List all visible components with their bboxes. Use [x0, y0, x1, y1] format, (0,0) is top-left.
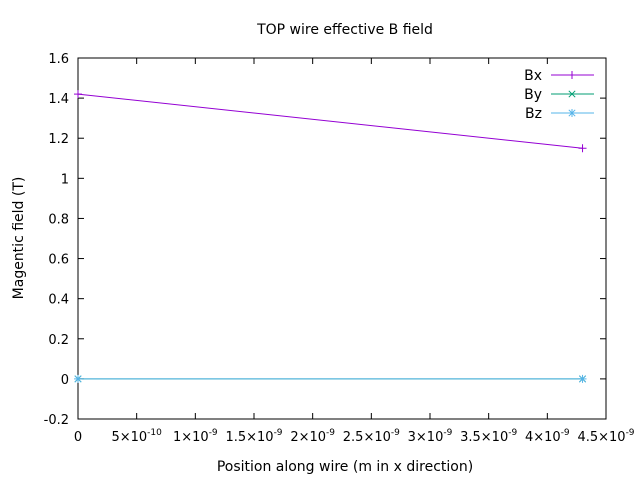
series-bx — [74, 90, 587, 153]
x-tick-exponent: -10 — [147, 428, 162, 438]
x-tick-label: 2.5×10-9 — [343, 428, 400, 445]
series-line-bx — [77, 93, 583, 149]
legend-marker — [568, 109, 576, 117]
data-point-bx — [578, 144, 587, 153]
plot-frame — [77, 57, 607, 420]
legend-label: Bx — [524, 68, 542, 84]
x-tick-exponent: -9 — [391, 428, 400, 438]
y-tick-label: 0.4 — [48, 293, 69, 308]
x-axis: 0 5×10-10 1×10-9 1.5×10-9 2×10-9 2.5×10-9 3×10… — [74, 58, 635, 445]
y-tick-label: 1.6 — [48, 52, 69, 67]
legend-entry-bx: Bx — [524, 68, 594, 84]
y-tick-label: 0.6 — [48, 253, 69, 268]
x-tick-mantissa: 2.5×10 — [343, 430, 391, 445]
y-tick-label: 0.2 — [48, 333, 69, 348]
legend-label: Bz — [525, 106, 542, 122]
x-tick-mantissa: 3×10 — [408, 430, 444, 445]
series-bz — [74, 374, 587, 383]
y-tick-label: 0.8 — [48, 212, 69, 227]
legend-entry-bz: Bz — [525, 106, 594, 122]
x-tick-mantissa: 3.5×10 — [460, 430, 508, 445]
y-axis: -0.2 0 0.2 0.4 0.6 0.8 1 1.2 1.4 1.6 — [44, 52, 606, 428]
x-tick-exponent: -9 — [561, 428, 570, 438]
chart-title: TOP wire effective B field — [256, 22, 433, 38]
data-point-bz — [74, 374, 82, 383]
series-layer — [74, 90, 587, 383]
x-tick-label: 1.5×10-9 — [225, 428, 282, 445]
x-tick-exponent: -9 — [209, 428, 218, 438]
y-tick-label: 1 — [61, 172, 69, 187]
x-tick-label: 0 — [74, 430, 82, 445]
data-point-bx — [74, 90, 82, 99]
x-tick-label: 5×10-10 — [111, 428, 162, 445]
x-tick-mantissa: 0 — [74, 430, 82, 445]
x-tick-exponent: -9 — [443, 428, 452, 438]
x-tick-exponent: -9 — [626, 428, 635, 438]
x-tick-mantissa: 1.5×10 — [225, 430, 273, 445]
x-tick-exponent: -9 — [326, 428, 335, 438]
x-tick-label: 3×10-9 — [408, 428, 453, 445]
x-tick-label: 4.5×10-9 — [577, 428, 634, 445]
y-tick-label: 1.2 — [48, 132, 69, 147]
x-axis-label: Position along wire (m in x direction) — [217, 459, 473, 475]
x-tick-exponent: -9 — [274, 428, 283, 438]
legend-marker — [568, 90, 576, 98]
x-tick-mantissa: 1×10 — [173, 430, 209, 445]
data-point-bz — [578, 374, 587, 383]
legend-marker — [568, 71, 576, 79]
legend-label: By — [524, 87, 542, 103]
x-tick-mantissa: 4.5×10 — [577, 430, 625, 445]
y-tick-label: -0.2 — [44, 413, 69, 428]
legend: Bx By Bz — [524, 68, 594, 122]
y-tick-label: 1.4 — [48, 92, 69, 107]
y-axis-label: Magentic field (T) — [11, 177, 27, 300]
x-tick-label: 1×10-9 — [173, 428, 218, 445]
x-tick-exponent: -9 — [508, 428, 517, 438]
x-tick-mantissa: 5×10 — [111, 430, 147, 445]
y-tick-label: 0 — [61, 373, 69, 388]
x-tick-label: 3.5×10-9 — [460, 428, 517, 445]
x-tick-mantissa: 4×10 — [525, 430, 561, 445]
x-tick-mantissa: 2×10 — [290, 430, 326, 445]
x-tick-label: 2×10-9 — [290, 428, 335, 445]
legend-entry-by: By — [524, 87, 594, 103]
x-tick-label: 4×10-9 — [525, 428, 570, 445]
